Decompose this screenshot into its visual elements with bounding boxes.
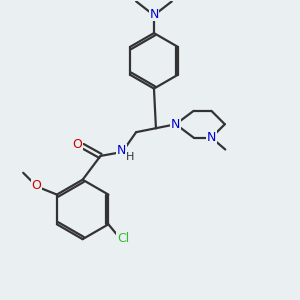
Text: N: N xyxy=(171,118,180,131)
Text: N: N xyxy=(149,8,159,21)
Text: N: N xyxy=(117,145,126,158)
Text: O: O xyxy=(73,138,82,151)
Text: O: O xyxy=(31,179,41,192)
Text: H: H xyxy=(126,152,134,162)
Text: N: N xyxy=(207,131,216,144)
Text: Cl: Cl xyxy=(117,232,129,245)
